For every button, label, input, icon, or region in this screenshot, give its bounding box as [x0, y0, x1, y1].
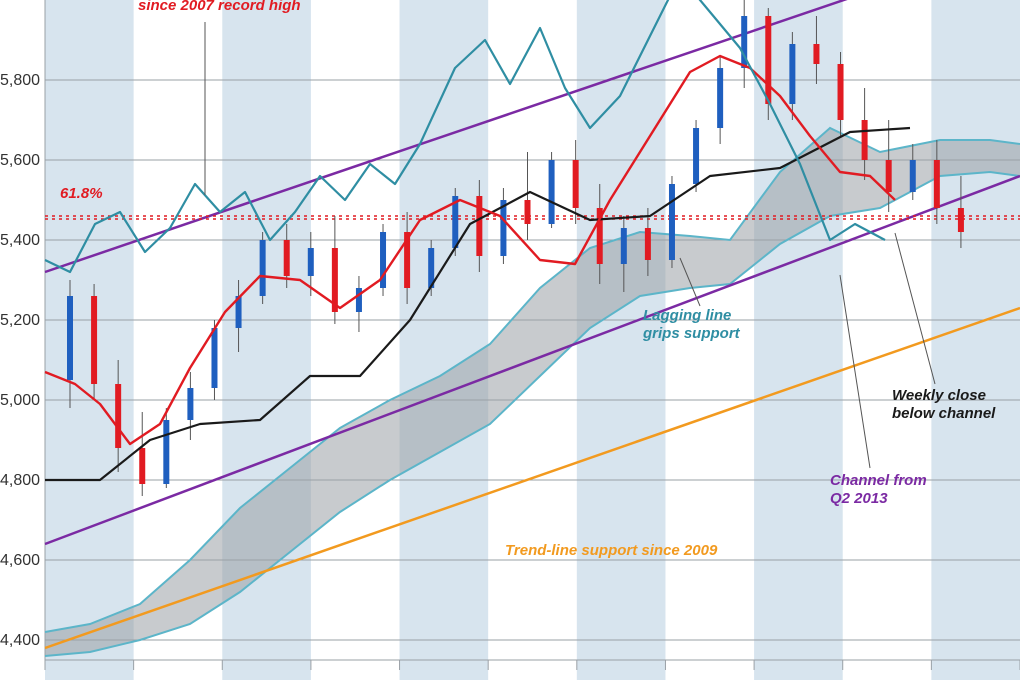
candle-body — [187, 388, 193, 420]
candle-body — [356, 288, 362, 312]
candle-body — [621, 228, 627, 264]
candle-body — [717, 68, 723, 128]
candle-body — [886, 160, 892, 192]
y-axis-label: 4,600 — [0, 552, 40, 569]
candle-body — [308, 248, 314, 276]
y-axis-label: 4,800 — [0, 472, 40, 489]
lagging-label: grips support — [642, 325, 741, 342]
candle-body — [525, 200, 531, 224]
fib-label: 61.8% — [60, 185, 103, 202]
chart-container: 4,400 4,600 4,800 5,000 5,200 5,400 5,600 5,800… — [0, 0, 1020, 680]
y-axis-label: 4,400 — [0, 632, 40, 649]
trend-label: Trend-line support since 2009 — [505, 542, 718, 559]
channel-label: Channel from — [830, 472, 927, 489]
weekly-pointer — [895, 233, 935, 384]
candle-body — [910, 160, 916, 192]
candle-body — [669, 184, 675, 260]
candle-body — [260, 240, 266, 296]
weekly-label: below channel — [892, 405, 996, 422]
fib_title-label: since 2007 record high — [138, 0, 301, 14]
period-band — [45, 0, 134, 680]
candle-body — [958, 208, 964, 232]
y-axis-label: 5,200 — [0, 312, 40, 329]
candle-body — [284, 240, 290, 276]
y-axis-label: 5,400 — [0, 232, 40, 249]
candle-body — [549, 160, 555, 224]
y-axis-label: 5,800 — [0, 72, 40, 89]
candle-body — [693, 128, 699, 184]
candle-body — [476, 196, 482, 256]
channel-label: Q2 2013 — [830, 490, 888, 507]
y-axis-label: 5,000 — [0, 392, 40, 409]
period-band — [931, 0, 1020, 680]
chart-svg: 4,400 4,600 4,800 5,000 5,200 5,400 5,600 5,800… — [0, 0, 1020, 680]
candle-body — [573, 160, 579, 208]
y-axis-label: 5,600 — [0, 152, 40, 169]
candle-body — [67, 296, 73, 380]
candle-body — [862, 120, 868, 160]
candle-body — [813, 44, 819, 64]
candle-body — [934, 160, 940, 208]
lagging-label: Lagging line — [643, 307, 731, 324]
candle-body — [115, 384, 121, 448]
candle-body — [645, 228, 651, 260]
candle-body — [838, 64, 844, 120]
candle-body — [163, 420, 169, 484]
weekly-label: Weekly close — [892, 387, 986, 404]
candle-body — [211, 328, 217, 388]
candle-body — [789, 44, 795, 104]
candle-body — [139, 448, 145, 484]
period-band — [400, 0, 489, 680]
channel-pointer — [840, 275, 870, 468]
candle-body — [91, 296, 97, 384]
candle-body — [765, 16, 771, 104]
